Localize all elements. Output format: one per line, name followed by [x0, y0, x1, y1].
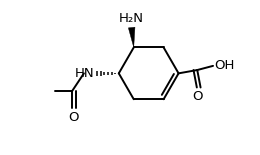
- Text: O: O: [69, 111, 79, 124]
- Text: O: O: [193, 90, 203, 103]
- Polygon shape: [128, 27, 135, 47]
- Text: OH: OH: [214, 59, 235, 72]
- Text: HN: HN: [75, 67, 95, 80]
- Text: H₂N: H₂N: [119, 12, 144, 25]
